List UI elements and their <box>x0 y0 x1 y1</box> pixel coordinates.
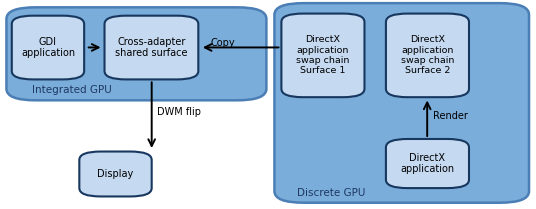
FancyBboxPatch shape <box>281 14 364 97</box>
FancyBboxPatch shape <box>105 16 198 79</box>
Text: Render: Render <box>433 111 467 121</box>
Text: Cross-adapter
shared surface: Cross-adapter shared surface <box>115 37 188 58</box>
FancyBboxPatch shape <box>79 152 152 196</box>
Text: DirectX
application: DirectX application <box>400 153 455 174</box>
Text: Integrated GPU: Integrated GPU <box>32 85 112 95</box>
Text: GDI
application: GDI application <box>21 37 75 58</box>
FancyBboxPatch shape <box>274 3 529 203</box>
FancyBboxPatch shape <box>386 14 469 97</box>
Text: Copy: Copy <box>211 38 235 48</box>
FancyBboxPatch shape <box>12 16 84 79</box>
Text: DWM flip: DWM flip <box>157 107 201 117</box>
FancyBboxPatch shape <box>386 139 469 188</box>
Text: DirectX
application
swap chain
Surface 1: DirectX application swap chain Surface 1 <box>296 35 349 75</box>
Text: DirectX
application
swap chain
Surface 2: DirectX application swap chain Surface 2 <box>401 35 454 75</box>
Text: Discrete GPU: Discrete GPU <box>297 188 366 198</box>
FancyBboxPatch shape <box>6 7 266 100</box>
Text: Display: Display <box>98 169 133 179</box>
